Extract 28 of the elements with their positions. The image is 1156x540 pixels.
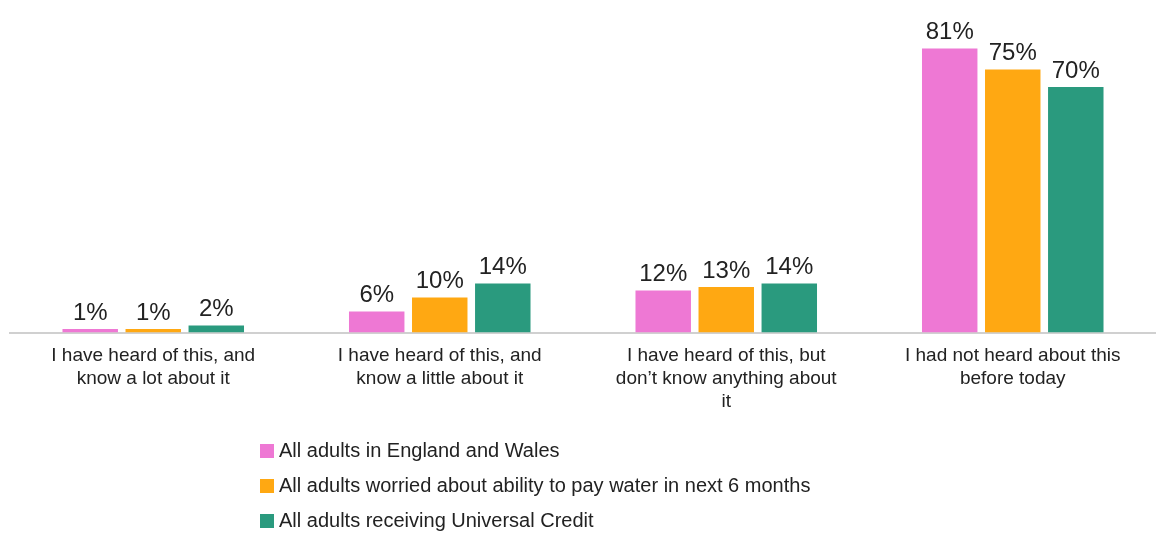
data-label: 6%: [359, 280, 395, 308]
data-label: 13%: [702, 255, 751, 283]
bar: [348, 311, 405, 333]
x-tick-label: I have heard of this, but don’t know anything about it: [615, 344, 838, 411]
bar: [698, 287, 754, 333]
data-label: 12%: [639, 259, 688, 287]
data-label: 1%: [135, 297, 171, 325]
data-label: 1%: [72, 297, 108, 325]
data-label: 14%: [765, 252, 814, 280]
bar: [921, 48, 978, 333]
x-tick-label: I had not heard about this before today: [905, 344, 1121, 389]
bar: [761, 283, 818, 333]
data-label: 75%: [988, 38, 1037, 66]
bar: [1048, 87, 1104, 333]
data-label: 2%: [198, 294, 234, 322]
legend-label: All adults in England and Wales: [279, 439, 560, 462]
bar: [475, 283, 531, 333]
bar: [412, 297, 468, 333]
data-label: 70%: [1051, 55, 1100, 83]
data-label: 81%: [925, 17, 974, 45]
data-label: 10%: [415, 266, 464, 294]
data-label: 14%: [478, 252, 527, 280]
legend-label: All adults worried about ability to pay water in next 6 months: [279, 474, 811, 497]
bar: [985, 69, 1041, 333]
x-tick-label: I have heard of this, and know a lot about it: [51, 344, 256, 389]
bar: [635, 290, 691, 333]
legend-label: All adults receiving Universal Credit: [279, 509, 594, 532]
x-tick-label: I have heard of this, and know a little about it: [337, 344, 542, 389]
